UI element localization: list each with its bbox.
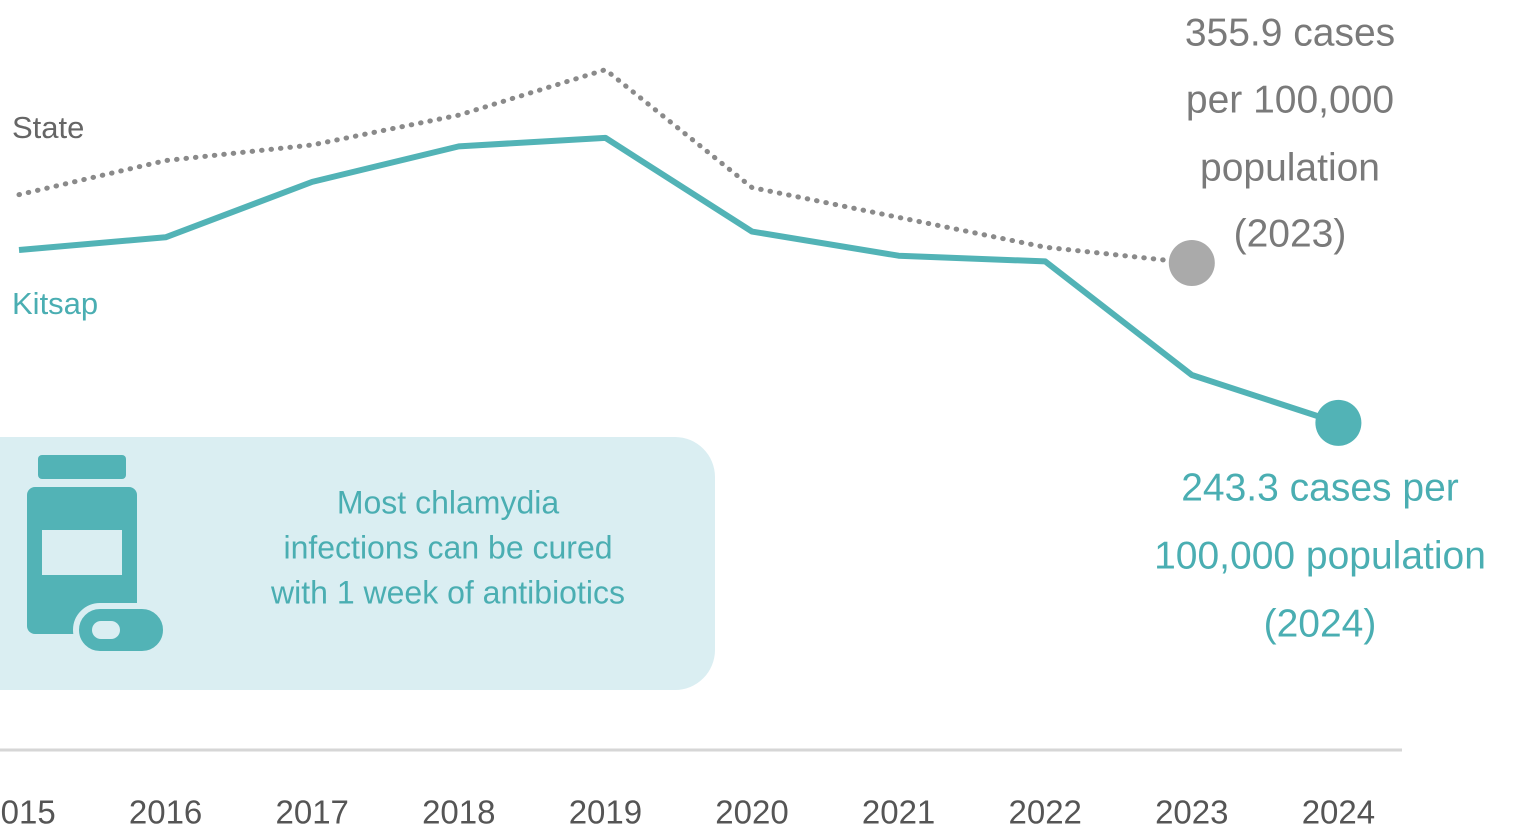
series-label: Kitsap bbox=[12, 286, 98, 321]
note-text: with 1 week of antibiotics bbox=[270, 574, 625, 610]
annotation: per 100,000 bbox=[1186, 78, 1394, 121]
x-tick-label: 2024 bbox=[1302, 794, 1375, 831]
x-tick-label: 2023 bbox=[1155, 794, 1228, 831]
end-point bbox=[1315, 399, 1362, 446]
x-tick-label: 2015 bbox=[0, 794, 56, 831]
annotation: 243.3 cases per bbox=[1181, 466, 1459, 509]
x-tick-label: 2022 bbox=[1008, 794, 1081, 831]
x-tick-label: 2019 bbox=[569, 794, 642, 831]
x-tick-label: 2016 bbox=[129, 794, 202, 831]
x-tick-label: 2021 bbox=[862, 794, 935, 831]
series-line bbox=[18, 134, 1340, 426]
note-box bbox=[0, 437, 715, 690]
x-tick-label: 2018 bbox=[422, 794, 495, 831]
note-text: Most chlamydia bbox=[337, 484, 560, 520]
x-tick-label: 2020 bbox=[715, 794, 788, 831]
bottle-icon bbox=[27, 455, 169, 657]
annotation: 355.9 cases bbox=[1185, 11, 1395, 54]
annotation: 100,000 population bbox=[1154, 534, 1486, 577]
note-text: infections can be cured bbox=[283, 529, 612, 565]
annotation: (2023) bbox=[1234, 212, 1347, 255]
x-tick-label: 2017 bbox=[275, 794, 348, 831]
end-point bbox=[1168, 239, 1215, 286]
series-line bbox=[16, 67, 1195, 266]
annotation: population bbox=[1200, 146, 1380, 189]
series-label: State bbox=[12, 110, 84, 145]
annotation: (2024) bbox=[1264, 602, 1377, 645]
